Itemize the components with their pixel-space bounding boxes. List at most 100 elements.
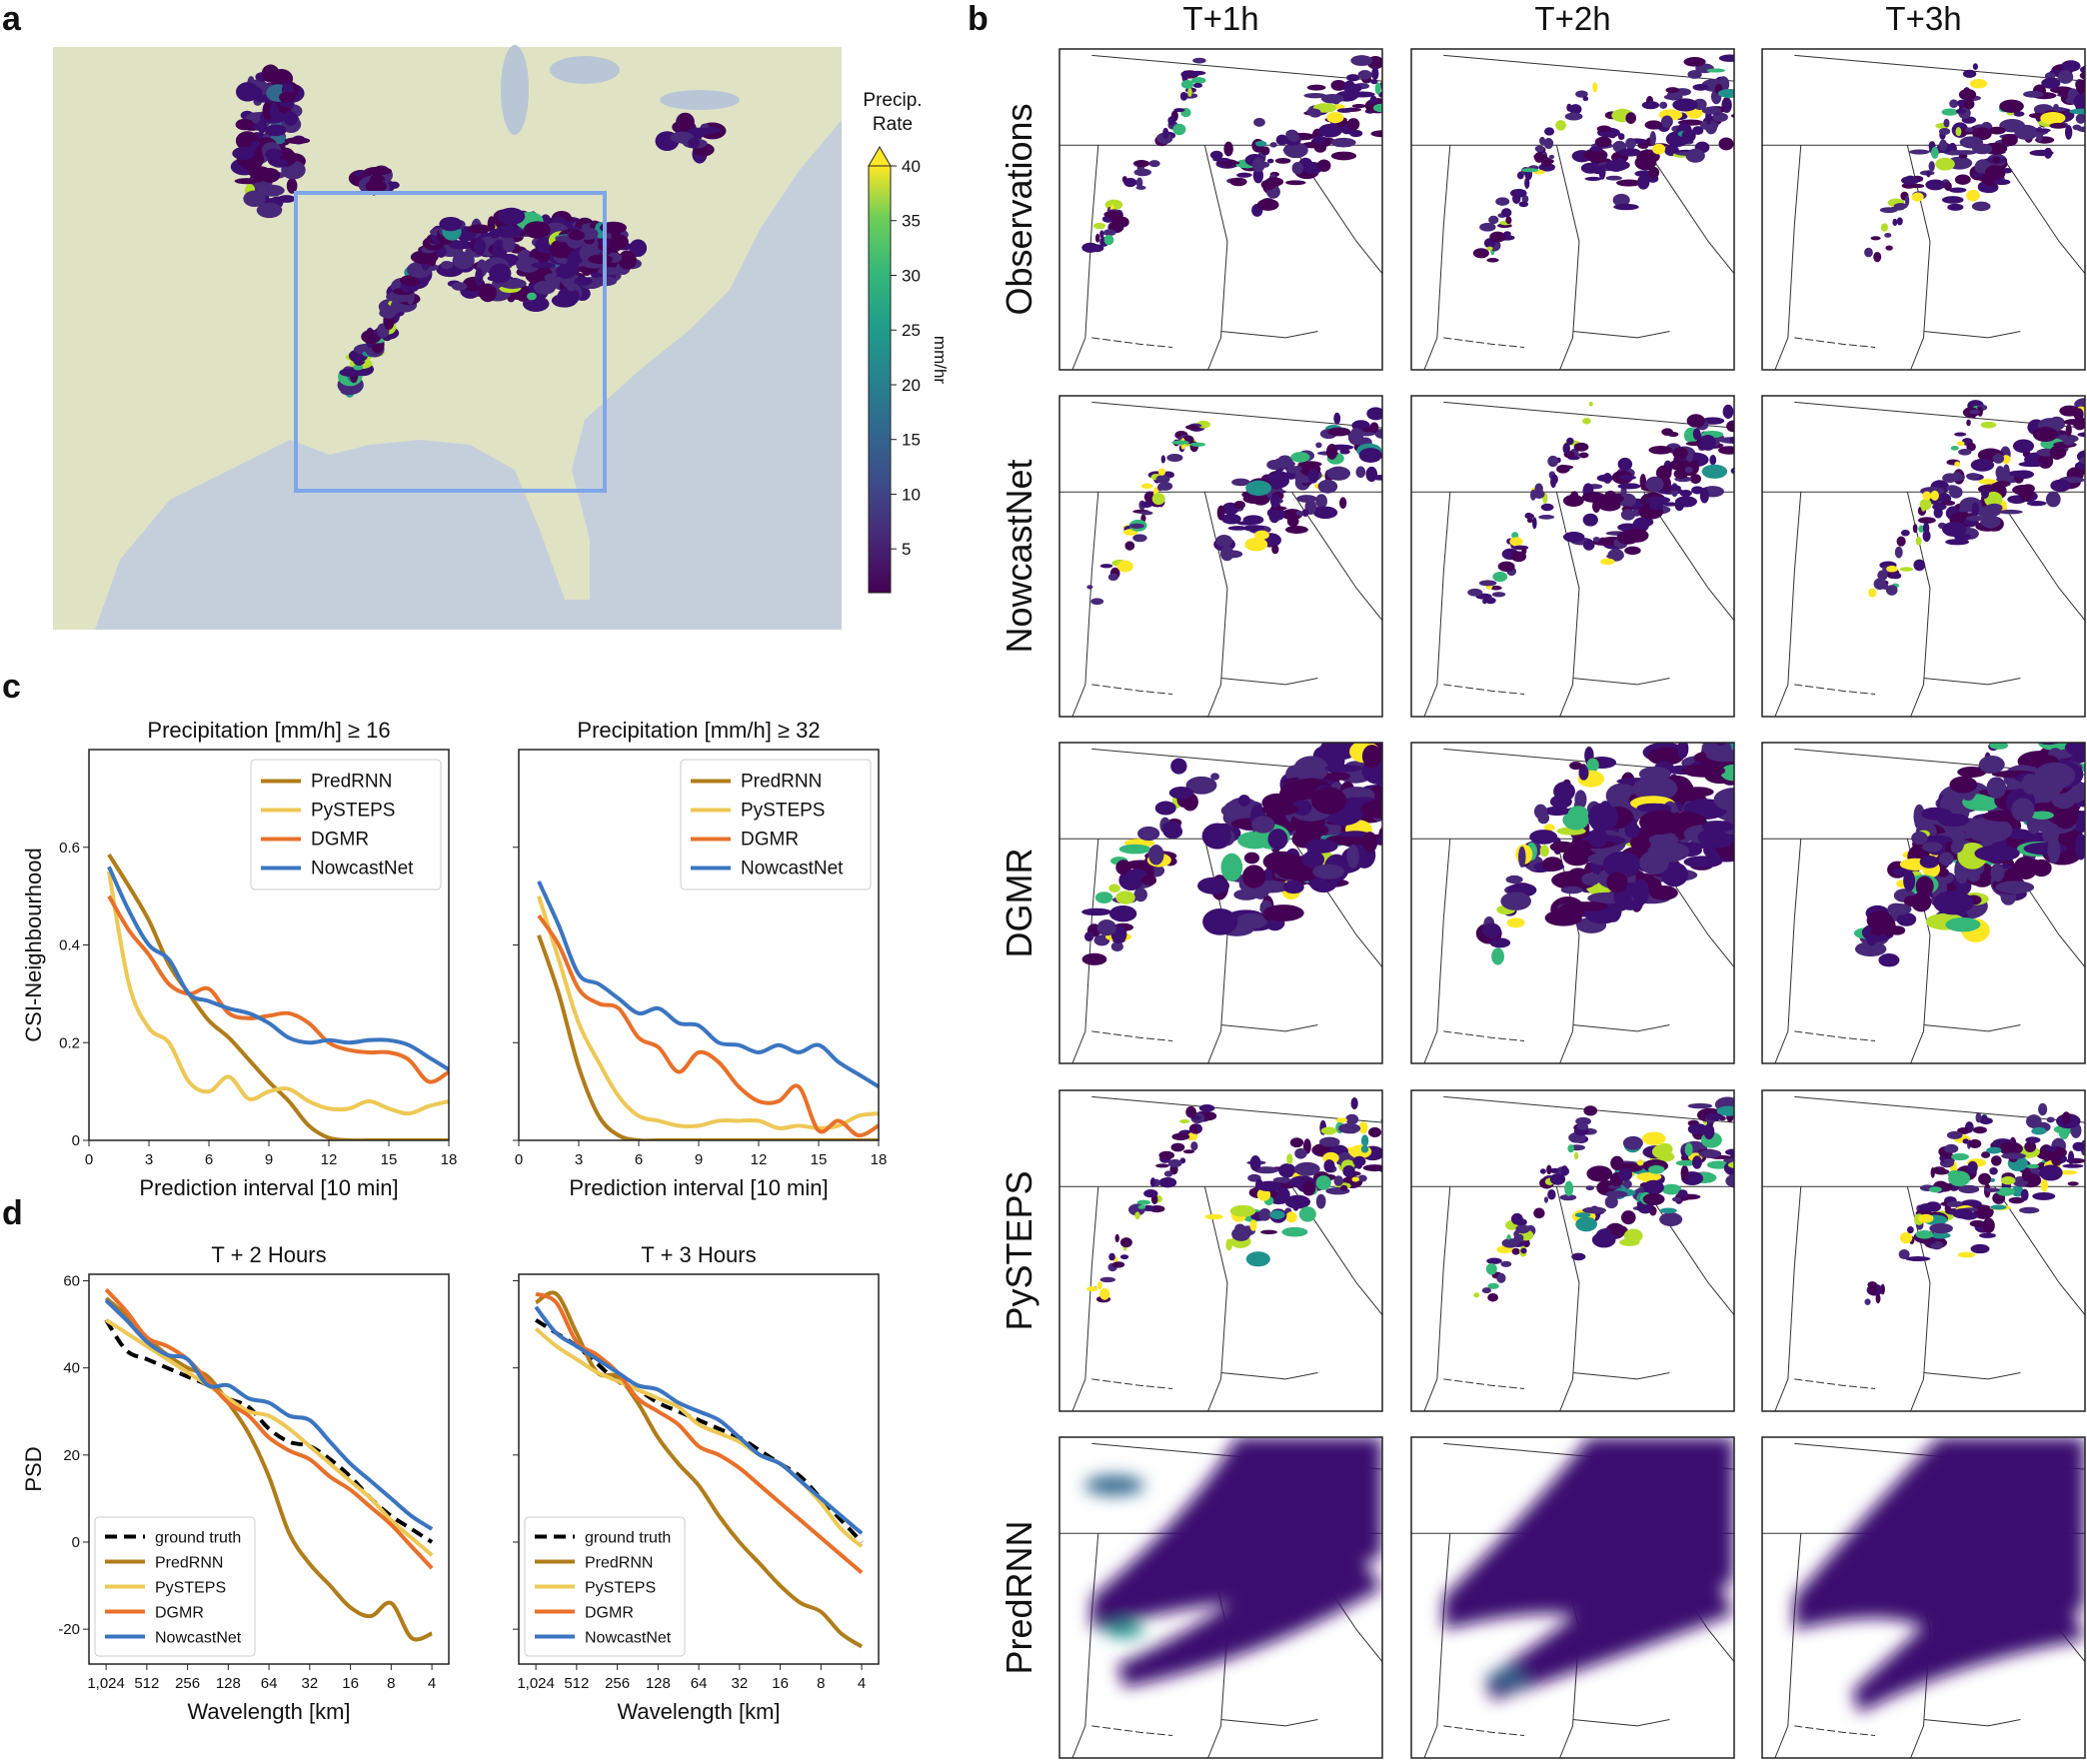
precip-cell: [475, 267, 484, 287]
precip-cell: [261, 64, 280, 83]
precip-cell: [232, 146, 255, 161]
legend-label: PySTEPS: [155, 1580, 226, 1597]
state-border: [1071, 839, 1099, 1063]
line-chart: Precipitation [mm/h] ≥ 16 0 3 6 9 12 15 18 0 0.2 0…: [21, 718, 457, 1200]
precip-cell: [492, 239, 506, 258]
state-border: [1572, 677, 1670, 686]
state-border: [1572, 330, 1670, 339]
legend-label: PredRNN: [741, 772, 822, 793]
x-tick-label: 15: [381, 1151, 398, 1168]
coastline: [1443, 337, 1525, 349]
precipitation-field: [1086, 1096, 1382, 1303]
precip-cell: [566, 282, 577, 292]
colorbar-title: Precip.: [863, 90, 922, 111]
panel-frame: [1410, 48, 1735, 371]
legend-label: NowcastNet: [155, 1630, 242, 1647]
x-tick-label: 128: [646, 1675, 671, 1692]
panel-frame: [1058, 1436, 1383, 1759]
state-border: [1774, 492, 1802, 717]
precip-cell: [459, 251, 473, 259]
precip-cell: [467, 224, 492, 234]
forecast-panel: [1058, 742, 1383, 1064]
coastline: [1794, 1725, 1876, 1737]
state-border: [1091, 54, 1382, 82]
colorbar-tick-label: 10: [902, 485, 921, 504]
chart-title: Precipitation [mm/h] ≥ 16: [147, 718, 390, 743]
series-line-predrnn: [535, 1290, 864, 1649]
y-tick-label: 60: [63, 1273, 80, 1290]
line-chart: T + 2 Hours 1,024 512 256 128 64 32 16 8 4 -20 0 20 4…: [21, 1242, 450, 1724]
legend: ground truth PredRNN PySTEPS DGMR NowcastNet: [94, 1516, 256, 1657]
colorbar-tick-label: 40: [902, 157, 921, 176]
state-border: [1220, 330, 1318, 339]
panel-background: [1762, 396, 2085, 717]
line-chart: T + 3 Hours 1,024 512 256 128 64 32 16 8 4 Wavelen…: [513, 1242, 880, 1724]
x-tick-label: 18: [871, 1151, 888, 1168]
panel-frame: [1410, 395, 1735, 718]
panel-frame: [1761, 742, 2086, 1064]
panel-frame: [1761, 1089, 2086, 1412]
state-border: [1071, 1186, 1099, 1411]
state-border: [1555, 145, 1580, 370]
column-header: T+3h: [1885, 0, 1961, 37]
precip-cell: [256, 184, 285, 197]
coastline: [1443, 1725, 1525, 1737]
precip-cell: [527, 292, 537, 301]
series-line-dgmr: [537, 914, 879, 1138]
state-border: [1923, 1371, 2021, 1380]
precip-cell: [353, 364, 364, 371]
x-tick-label: 12: [321, 1151, 338, 1168]
state-border: [1774, 1186, 1802, 1411]
forecast-panel: [1410, 48, 1735, 371]
coastline: [1091, 337, 1173, 349]
x-tick-label: 8: [387, 1675, 395, 1692]
precipitation-field: [1472, 54, 1734, 263]
precipitation-field: [1473, 1096, 1734, 1302]
coastline: [1794, 1030, 1876, 1042]
precip-cell: [253, 123, 266, 131]
legend: PredRNN PySTEPS DGMR NowcastNet: [680, 759, 872, 890]
state-border: [1071, 145, 1099, 370]
chart-title: Precipitation [mm/h] ≥ 32: [577, 718, 820, 743]
row-label: DGMR: [999, 849, 1040, 958]
legend-label: PySTEPS: [311, 801, 395, 822]
precipitation-field: [1467, 401, 1734, 605]
coastline: [1443, 1030, 1525, 1042]
series-line-pysteps: [537, 895, 879, 1130]
legend-label: DGMR: [155, 1605, 204, 1622]
series-line-dgmr: [107, 894, 449, 1084]
state-border: [1572, 1371, 1670, 1380]
y-tick-label: 40: [63, 1360, 80, 1377]
x-tick-label: 8: [817, 1675, 825, 1692]
panel-frame: [1761, 48, 2086, 371]
row-label: Observations: [999, 103, 1040, 315]
x-tick-label: 16: [342, 1675, 359, 1692]
legend-label: ground truth: [585, 1530, 671, 1547]
coastline: [1443, 684, 1525, 696]
forecast-panel: [1410, 395, 1735, 718]
precip-cell: [243, 190, 266, 207]
forecast-panel: [1058, 395, 1383, 718]
legend-label: PySTEPS: [585, 1580, 656, 1597]
panel-letter-c: c: [2, 668, 21, 706]
row-label: PySTEPS: [999, 1170, 1040, 1330]
x-tick-label: 64: [691, 1675, 708, 1692]
series-line-pysteps: [107, 871, 449, 1116]
colorbar-tick-label: 30: [902, 266, 921, 285]
coastline: [1091, 1030, 1173, 1042]
legend-label: NowcastNet: [311, 859, 414, 880]
precip-cell: [248, 159, 259, 178]
precip-cell: [565, 258, 580, 275]
legend-label: PySTEPS: [741, 801, 825, 822]
row-label: PredRNN: [999, 1520, 1040, 1674]
precip-cell: [364, 166, 392, 176]
state-border: [1423, 492, 1451, 717]
map-region-box: [294, 191, 607, 493]
panel-frame: [1410, 742, 1735, 1064]
state-border: [1923, 1718, 2021, 1727]
x-tick-label: 15: [811, 1151, 828, 1168]
column-header: T+1h: [1182, 0, 1258, 37]
column-header: T+2h: [1534, 0, 1610, 37]
x-tick-label: 32: [732, 1675, 749, 1692]
row-label: NowcastNet: [999, 459, 1040, 653]
